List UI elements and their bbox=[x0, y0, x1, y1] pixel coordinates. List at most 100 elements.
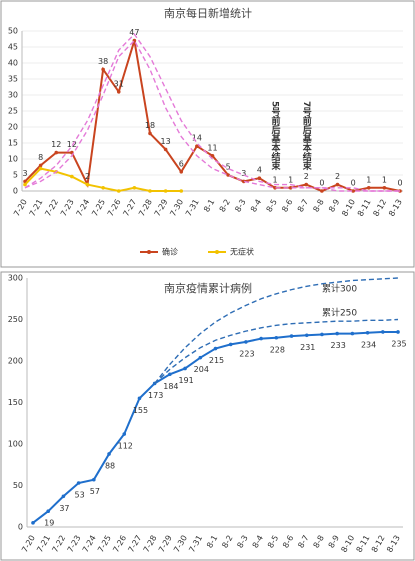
data-label: 18 bbox=[145, 121, 155, 130]
point bbox=[54, 150, 59, 155]
data-label: 2 bbox=[85, 172, 90, 181]
point bbox=[179, 189, 184, 193]
point bbox=[351, 189, 355, 193]
point bbox=[241, 179, 246, 184]
point bbox=[38, 166, 43, 171]
data-label: 184 bbox=[163, 382, 178, 391]
data-label: 19 bbox=[44, 519, 54, 528]
y-tick-label: 50 bbox=[13, 481, 23, 490]
point bbox=[101, 186, 105, 190]
y-tick-label: 35 bbox=[8, 75, 18, 84]
point bbox=[101, 67, 105, 72]
data-label: 0 bbox=[397, 179, 402, 188]
series-line bbox=[24, 33, 400, 192]
y-tick-label: 100 bbox=[8, 440, 23, 449]
point bbox=[350, 331, 355, 336]
data-label: 6 bbox=[179, 159, 184, 168]
point bbox=[257, 176, 262, 180]
point bbox=[132, 186, 137, 190]
chart-title: 南京每日新增统计 bbox=[164, 6, 252, 20]
point bbox=[23, 182, 27, 187]
annotation: 7号前后基本结束 bbox=[301, 101, 313, 171]
data-label: 235 bbox=[391, 339, 406, 348]
data-label: 1 bbox=[288, 175, 293, 184]
series-line bbox=[154, 277, 399, 384]
y-tick-label: 25 bbox=[8, 107, 18, 116]
data-label: 191 bbox=[178, 376, 193, 385]
point bbox=[61, 494, 66, 499]
legend-label: 无症状 bbox=[230, 247, 254, 257]
point bbox=[320, 332, 324, 337]
data-label: 1 bbox=[272, 175, 277, 184]
data-label: 14 bbox=[192, 134, 202, 143]
point bbox=[273, 186, 277, 190]
data-label: 2 bbox=[304, 172, 309, 181]
point bbox=[380, 330, 385, 334]
point bbox=[116, 90, 121, 94]
data-label: 228 bbox=[270, 345, 285, 354]
point bbox=[335, 331, 339, 336]
panel bbox=[0, 271, 415, 561]
point bbox=[163, 189, 168, 193]
data-label: 5 bbox=[226, 163, 231, 172]
data-label: 12 bbox=[51, 140, 61, 149]
point bbox=[210, 154, 215, 158]
annotation: 5号前后基本结束 bbox=[270, 101, 282, 171]
point bbox=[195, 144, 199, 148]
y-tick-label: 200 bbox=[8, 357, 23, 366]
point bbox=[304, 333, 309, 338]
data-label: 88 bbox=[105, 461, 115, 470]
data-label: 13 bbox=[161, 137, 171, 146]
point bbox=[198, 355, 203, 360]
point bbox=[76, 481, 81, 485]
data-label: 223 bbox=[239, 349, 254, 358]
data-label: 31 bbox=[114, 79, 124, 88]
panel bbox=[0, 0, 415, 268]
data-label: 3 bbox=[22, 169, 27, 178]
point bbox=[168, 372, 172, 377]
data-label: 37 bbox=[59, 504, 69, 513]
point bbox=[179, 170, 184, 174]
point bbox=[228, 342, 233, 347]
series-line bbox=[154, 318, 399, 384]
point bbox=[148, 189, 152, 193]
data-label: 12 bbox=[67, 140, 77, 149]
chart-title: 南京疫情累计病例 bbox=[164, 281, 252, 295]
point bbox=[304, 182, 309, 187]
point bbox=[148, 131, 152, 136]
annotation: 累计250 bbox=[322, 306, 357, 318]
point bbox=[226, 173, 230, 177]
point bbox=[365, 330, 370, 335]
y-tick-label: 30 bbox=[8, 91, 18, 100]
data-label: 231 bbox=[300, 343, 315, 352]
data-label: 47 bbox=[129, 28, 139, 37]
data-label: 215 bbox=[209, 356, 224, 365]
point bbox=[107, 452, 111, 456]
point bbox=[259, 336, 263, 341]
y-tick-label: 20 bbox=[8, 123, 18, 132]
y-tick-label: 0 bbox=[18, 523, 23, 532]
y-tick-label: 50 bbox=[8, 27, 18, 36]
point bbox=[289, 334, 294, 338]
point bbox=[85, 182, 90, 187]
data-label: 233 bbox=[331, 341, 346, 350]
point bbox=[335, 182, 340, 187]
data-label: 155 bbox=[133, 406, 148, 415]
point bbox=[46, 509, 51, 514]
point bbox=[38, 163, 43, 168]
point bbox=[31, 521, 35, 525]
point bbox=[244, 340, 248, 344]
point bbox=[320, 189, 324, 193]
point bbox=[213, 346, 218, 351]
data-label: 173 bbox=[148, 391, 163, 400]
y-tick-label: 10 bbox=[8, 155, 18, 164]
data-label: 4 bbox=[257, 166, 262, 175]
point bbox=[163, 147, 168, 152]
point bbox=[137, 396, 142, 401]
data-label: 3 bbox=[241, 169, 246, 178]
legend-marker bbox=[147, 250, 151, 254]
legend-label: 确诊 bbox=[162, 247, 178, 257]
point bbox=[116, 189, 121, 193]
data-label: 0 bbox=[351, 179, 356, 188]
